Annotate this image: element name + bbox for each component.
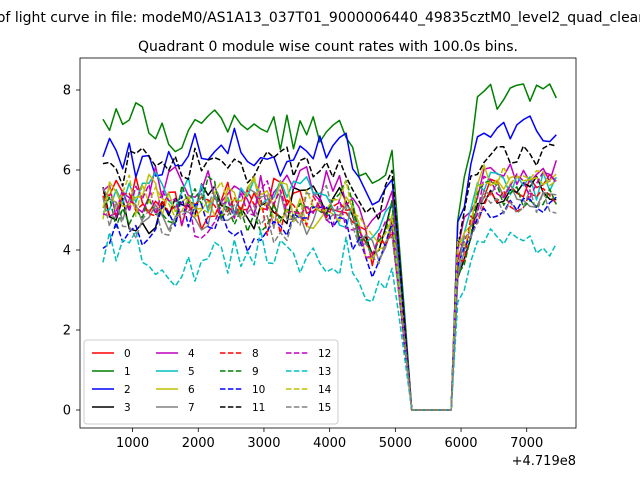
legend-label-10: 10 bbox=[252, 384, 265, 396]
x-offset-label: +4.719e8 bbox=[512, 454, 576, 469]
x-tick-label: 4000 bbox=[313, 436, 346, 451]
legend-label-4: 4 bbox=[188, 348, 195, 360]
legend-label-13: 13 bbox=[318, 366, 331, 378]
legend-label-2: 2 bbox=[124, 384, 131, 396]
legend-label-11: 11 bbox=[252, 402, 265, 414]
legend-label-6: 6 bbox=[188, 384, 195, 396]
legend-frame bbox=[83, 339, 339, 425]
x-tick-label: 1000 bbox=[116, 436, 149, 451]
figure-suptitle: Plot of light curve in file: modeM0/AS1A… bbox=[0, 10, 640, 26]
series-line-10 bbox=[102, 195, 557, 411]
series-layer bbox=[102, 83, 558, 411]
x-tick-label: 7000 bbox=[510, 436, 543, 451]
y-tick-label: 6 bbox=[63, 164, 71, 179]
legend-label-1: 1 bbox=[124, 366, 131, 378]
legend-label-7: 7 bbox=[188, 402, 195, 414]
y-tick-label: 0 bbox=[63, 404, 71, 419]
y-axis: 0 2 4 6 8 bbox=[63, 84, 80, 419]
legend-label-9: 9 bbox=[252, 366, 259, 378]
x-tick-label: 3000 bbox=[247, 436, 280, 451]
series-line-11 bbox=[102, 143, 557, 411]
series-line-1 bbox=[102, 83, 557, 411]
legend-label-5: 5 bbox=[188, 366, 195, 378]
series-line-13 bbox=[102, 228, 557, 411]
series-line-15 bbox=[102, 184, 557, 411]
axes-frame bbox=[79, 57, 577, 429]
y-tick-label: 2 bbox=[63, 324, 71, 339]
chart-title: Quadrant 0 module wise count rates with … bbox=[138, 39, 518, 55]
x-tick-label: 5000 bbox=[379, 436, 412, 451]
y-tick-label: 4 bbox=[63, 244, 71, 259]
series-line-12 bbox=[102, 171, 557, 411]
series-line-9 bbox=[102, 176, 557, 411]
legend-label-15: 15 bbox=[318, 402, 331, 414]
x-tick-label: 2000 bbox=[182, 436, 215, 451]
series-line-4 bbox=[102, 160, 558, 411]
legend-label-8: 8 bbox=[252, 348, 259, 360]
legend-label-3: 3 bbox=[124, 402, 131, 414]
x-tick-label: 6000 bbox=[444, 436, 477, 451]
y-tick-label: 8 bbox=[63, 84, 71, 99]
legend-label-0: 0 bbox=[124, 348, 131, 360]
series-line-14 bbox=[102, 166, 557, 411]
legend-label-14: 14 bbox=[318, 384, 332, 396]
x-axis: 1000 2000 3000 4000 5000 6000 7000 bbox=[116, 428, 543, 451]
legend-label-12: 12 bbox=[318, 348, 331, 360]
